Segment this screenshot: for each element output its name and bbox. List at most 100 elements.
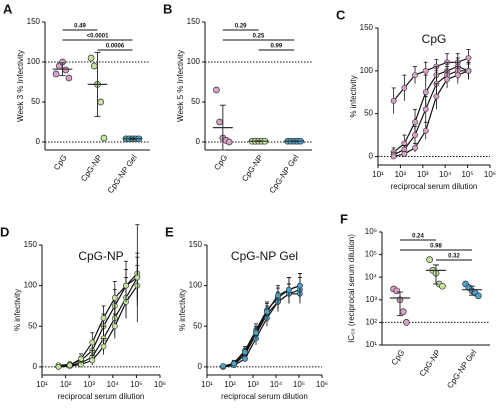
data-point — [412, 144, 418, 151]
y-axis-label: IC₅₀ (reciprocal serum dilution) — [347, 234, 356, 343]
y-tick-label: 150 — [24, 240, 38, 249]
data-point — [97, 98, 105, 106]
data-point — [422, 89, 429, 96]
x-tick-label: CpG — [52, 153, 69, 172]
data-point — [111, 323, 118, 330]
x-tick-label: 10⁴ — [107, 380, 120, 389]
x-tick-label: CpG-NP Gel — [267, 153, 300, 195]
fit-line — [222, 285, 301, 368]
data-point — [401, 150, 408, 157]
chart-title: CpG-NP — [78, 249, 123, 263]
fit-line — [393, 65, 469, 153]
data-point — [475, 292, 482, 300]
comparison-label: 0.29 — [235, 24, 247, 30]
data-point — [100, 315, 107, 322]
x-tick-label: 10⁴ — [270, 380, 283, 389]
y-tick-label: 50 — [28, 321, 37, 330]
chart-title: CpG-NP Gel — [231, 249, 298, 263]
x-tick-label: 10⁶ — [154, 380, 166, 389]
y-tick-label: 150 — [189, 240, 203, 249]
y-axis-label: Week 3 % Infectivity — [16, 50, 25, 122]
comparison-label: 0.32 — [448, 254, 460, 260]
data-point — [66, 362, 73, 369]
data-point — [89, 357, 96, 364]
x-tick-label: 10³ — [417, 170, 429, 179]
x-axis-label: reciprocal serum dilution — [221, 392, 308, 401]
x-tick-label: 10³ — [247, 380, 259, 389]
x-tick-label: 10⁴ — [439, 170, 452, 179]
data-point — [403, 319, 410, 326]
data-point — [264, 308, 270, 315]
data-point — [100, 134, 108, 142]
comparison-label: 0.98 — [430, 244, 442, 250]
data-point — [390, 153, 397, 160]
y-tick-label: 0 — [198, 362, 203, 371]
comparison-label: 0.24 — [412, 234, 424, 240]
y-tick-label: 10⁵ — [365, 250, 377, 259]
y-tick-label: 100 — [24, 281, 38, 290]
data-point — [422, 127, 429, 134]
data-point — [87, 54, 95, 62]
y-tick-label: 0 — [369, 152, 374, 161]
data-point — [465, 55, 472, 61]
comparison-label: 0.25 — [253, 34, 265, 40]
y-tick-label: 10³ — [365, 295, 377, 304]
data-point — [444, 76, 450, 83]
y-tick-label: 150 — [27, 17, 41, 26]
y-tick-label: 100 — [189, 281, 203, 290]
data-point — [225, 138, 233, 146]
x-tick-label: 10² — [60, 380, 72, 389]
panel-label: A — [3, 1, 13, 16]
y-tick-label: 100 — [187, 57, 201, 66]
y-tick-label: 50 — [191, 97, 200, 106]
data-point — [412, 132, 418, 138]
x-tick-label: CpG-NP Gel — [445, 348, 478, 390]
x-tick-label: CpG-NP — [418, 348, 443, 378]
y-tick-label: 100 — [360, 66, 374, 75]
x-tick-label: 10³ — [83, 380, 95, 389]
data-point — [399, 308, 407, 315]
x-tick-label: 10⁶ — [484, 170, 496, 179]
x-tick-label: CpG-NP Gel — [106, 153, 139, 195]
data-point — [89, 339, 96, 346]
x-tick-label: 10⁵ — [461, 170, 473, 179]
x-axis-label: reciprocal serum dilution — [391, 182, 478, 191]
x-tick-label: CpG-NP — [79, 153, 104, 183]
data-point — [216, 118, 223, 126]
data-point — [433, 93, 440, 100]
x-tick-label: 10⁶ — [316, 380, 328, 389]
data-point — [422, 106, 429, 113]
comparison-label: 0.0006 — [106, 44, 125, 50]
y-tick-label: 50 — [193, 321, 202, 330]
x-tick-label: 10⁵ — [293, 380, 305, 389]
y-tick-label: 10⁴ — [365, 272, 378, 281]
data-point — [52, 70, 60, 78]
x-tick-label: 10² — [395, 170, 407, 179]
data-point — [123, 282, 129, 289]
y-tick-label: 10¹ — [365, 340, 377, 349]
panel-label: B — [163, 1, 172, 16]
data-point — [62, 66, 70, 74]
data-point — [286, 286, 292, 293]
data-point — [412, 119, 418, 126]
x-tick-label: 10² — [224, 380, 236, 389]
data-point — [65, 74, 73, 82]
data-point — [465, 67, 472, 74]
data-point — [242, 355, 248, 362]
data-point — [412, 72, 418, 78]
comparison-label: 0.49 — [74, 24, 86, 30]
data-point — [242, 349, 248, 356]
chart-title: CpG — [422, 32, 447, 46]
data-point — [111, 294, 118, 301]
y-axis-label: Week 5 % Infectivity — [176, 50, 185, 122]
x-axis-label: reciprocal serum dilution — [58, 392, 145, 401]
y-axis-label: % infectivity — [349, 75, 358, 117]
data-point — [253, 329, 259, 336]
x-tick-label: 10¹ — [372, 170, 384, 179]
data-point — [231, 360, 237, 367]
panel-label: E — [165, 224, 174, 239]
data-point — [90, 62, 98, 70]
x-tick-label: CpG-NP — [240, 153, 265, 183]
panel-label: F — [340, 211, 348, 226]
